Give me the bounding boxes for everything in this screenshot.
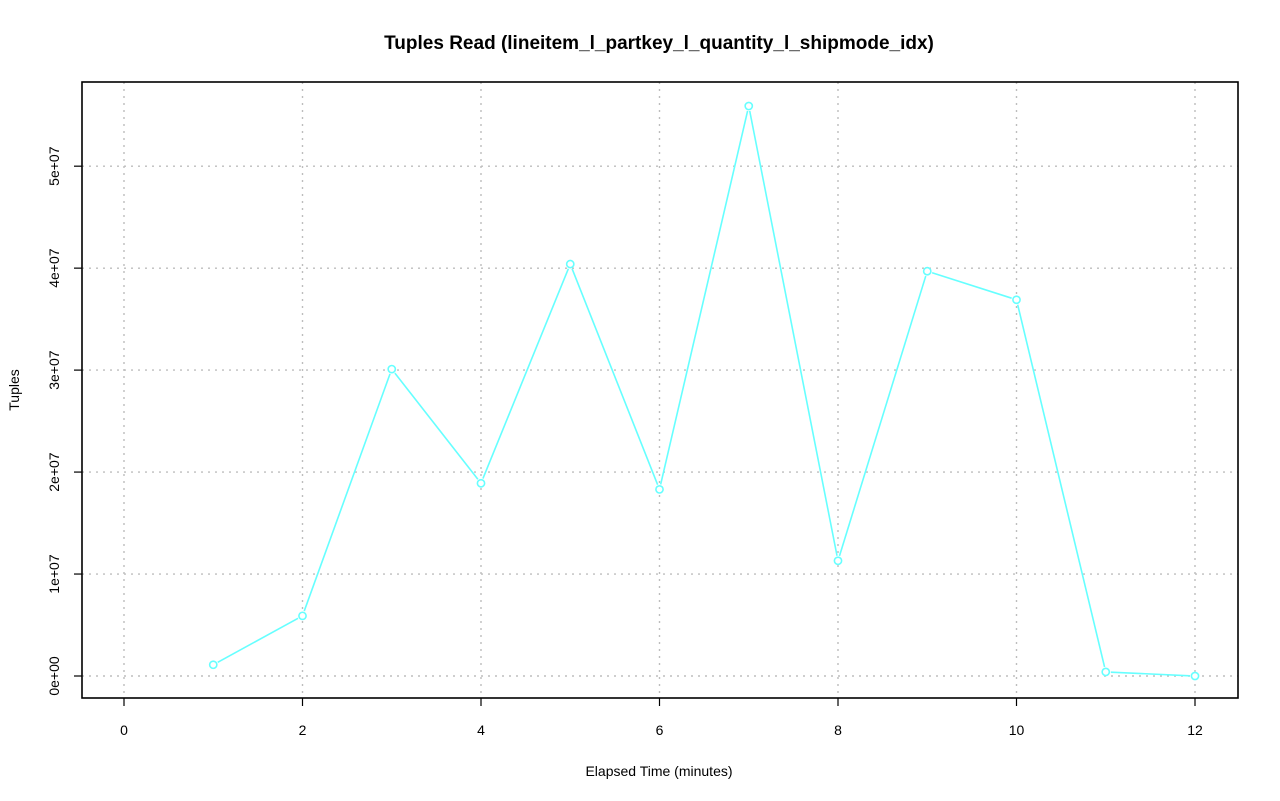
x-axis-label: Elapsed Time (minutes) [585,763,732,779]
x-tick-label: 6 [656,722,664,738]
y-tick-label: 2e+07 [46,452,62,492]
series-line-segment [748,110,838,556]
series-line-segment [838,275,927,557]
grid-lines [82,82,1238,698]
data-point [476,478,486,488]
data-point [208,660,218,670]
x-tick-label: 8 [834,722,842,738]
data-point [1012,295,1021,305]
x-tick-label: 12 [1187,722,1203,738]
data-point [565,259,575,269]
data-point [1101,667,1111,677]
data-point [655,485,664,494]
chart-title: Tuples Read (lineitem_l_partkey_l_quanti… [384,33,934,54]
series-line-segment [217,617,299,664]
y-tick-label: 5e+07 [46,146,62,186]
x-tick-label: 0 [120,722,128,738]
data-point [744,101,754,111]
y-tick-label: 4e+07 [46,248,62,288]
series-line-segment [931,271,1012,299]
series-line-segment [1016,304,1106,668]
data-point [833,556,843,566]
y-axis: 0e+00 1e+07 2e+07 3e+07 4e+07 5e+07 [46,146,82,696]
series-layer [208,101,1200,681]
series-line-segment [1110,671,1190,677]
data-point [298,611,307,621]
y-tick-label: 0e+00 [46,656,62,696]
x-tick-label: 10 [1009,722,1025,738]
y-tick-label: 1e+07 [46,554,62,594]
x-axis: 0 2 4 6 8 10 12 [120,698,1203,738]
series-line-segment [571,268,659,485]
data-point [922,266,932,276]
x-tick-label: 4 [477,722,485,738]
x-tick-label: 2 [299,722,307,738]
series-line-segment [482,268,570,479]
data-point [387,364,397,374]
y-axis-label: Tuples [6,369,22,411]
y-tick-label: 3e+07 [46,350,62,390]
data-point [1190,671,1200,681]
series-line-segment [303,373,391,612]
series-line-segment [659,110,749,485]
series-line-segment [394,372,479,480]
